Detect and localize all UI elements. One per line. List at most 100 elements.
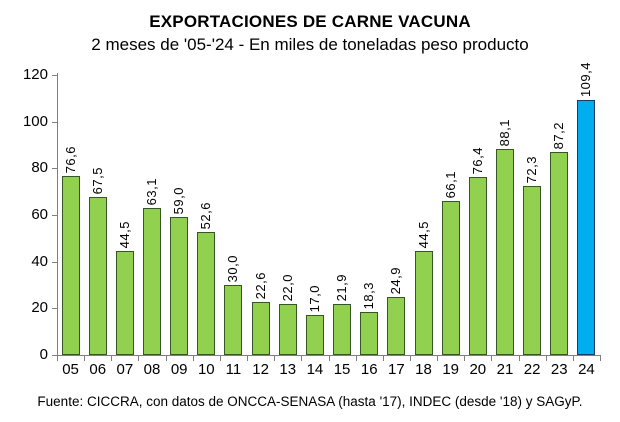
- x-tick-label: 13: [279, 361, 297, 378]
- chart-title: EXPORTACIONES DE CARNE VACUNA: [149, 12, 471, 31]
- x-tick-label: 16: [360, 361, 378, 378]
- x-tick: [355, 356, 357, 361]
- x-tick: [274, 356, 276, 361]
- bar: [523, 186, 542, 355]
- bar-value-label: 22,0: [279, 273, 295, 301]
- chart-subtitle: 2 meses de '05-'24 - En miles de tonelad…: [91, 35, 529, 54]
- x-tick: [138, 356, 140, 361]
- bar: [170, 217, 189, 355]
- bar: [577, 100, 596, 355]
- y-tick: [52, 215, 57, 216]
- x-tick-label: 20: [469, 361, 487, 378]
- x-tick: [247, 356, 249, 361]
- bar-value-label: 72,3: [524, 155, 540, 183]
- bar-value-label: 87,2: [551, 121, 567, 149]
- x-axis-line: [57, 355, 601, 356]
- y-tick: [52, 355, 57, 356]
- bar: [88, 197, 107, 355]
- bar-value-label: 44,5: [415, 220, 431, 248]
- bar-value-label: 22,6: [252, 271, 268, 299]
- bar-value-label: 21,9: [334, 273, 350, 301]
- bar-value-label: 63,1: [144, 177, 160, 205]
- bar-value-label: 18,3: [361, 281, 377, 309]
- x-tick: [111, 356, 113, 361]
- x-tick: [57, 356, 58, 361]
- x-tick-label: 08: [143, 361, 161, 378]
- x-tick: [84, 356, 86, 361]
- bar: [414, 251, 433, 355]
- bar: [251, 302, 270, 355]
- x-tick: [328, 356, 330, 361]
- bar: [143, 208, 162, 355]
- bar-value-label: 17,0: [306, 284, 322, 312]
- bar: [360, 312, 379, 355]
- x-tick-label: 21: [496, 361, 514, 378]
- bar-value-label: 52,6: [198, 201, 214, 229]
- x-tick: [165, 356, 167, 361]
- bar-value-label: 88,1: [496, 118, 512, 146]
- bar: [550, 152, 569, 355]
- y-tick-label: 100: [22, 112, 48, 130]
- y-tick: [52, 261, 57, 263]
- y-tick-label: 40: [31, 252, 48, 270]
- x-tick: [192, 356, 194, 361]
- bar-value-label: 44,5: [116, 220, 132, 248]
- y-tick-label: 120: [22, 66, 48, 83]
- x-tick: [464, 356, 466, 361]
- y-tick-label: 20: [31, 299, 48, 317]
- x-tick: [219, 356, 221, 361]
- bar: [61, 176, 80, 355]
- bar-value-label: 76,4: [469, 146, 485, 174]
- x-tick-label: 19: [442, 361, 459, 378]
- y-tick: [52, 168, 57, 170]
- y-tick-label: 0: [39, 346, 48, 363]
- bar: [197, 232, 216, 355]
- y-axis-line: [57, 73, 58, 356]
- bar: [441, 201, 460, 355]
- bar: [468, 177, 487, 355]
- bar: [115, 251, 134, 355]
- x-tick: [491, 356, 493, 361]
- x-tick: [572, 356, 574, 361]
- x-tick-label: 18: [415, 361, 432, 378]
- x-tick-label: 07: [116, 361, 134, 378]
- x-tick-label: 14: [306, 361, 324, 378]
- bar-value-label: 67,5: [89, 166, 105, 194]
- bar-value-label: 109,4: [578, 61, 594, 97]
- bar: [333, 304, 352, 355]
- x-tick-label: 06: [89, 361, 107, 378]
- x-tick-label: 12: [252, 361, 269, 378]
- source-note: Fuente: CICCRA, con datos de ONCCA-SENAS…: [37, 394, 583, 409]
- x-tick: [409, 356, 411, 361]
- bar-value-label: 76,6: [62, 145, 78, 173]
- x-tick-label: 09: [170, 361, 188, 378]
- y-tick: [52, 308, 57, 310]
- bar-value-label: 59,0: [171, 186, 187, 214]
- x-tick: [545, 356, 547, 361]
- x-tick-label: 05: [62, 361, 79, 378]
- bar-value-label: 30,0: [225, 254, 241, 282]
- bar-value-label: 66,1: [442, 170, 458, 198]
- bar: [224, 285, 243, 355]
- x-tick-label: 17: [388, 361, 405, 378]
- bar: [387, 297, 406, 355]
- x-tick-label: 10: [197, 361, 215, 378]
- x-tick-label: 15: [333, 361, 351, 378]
- bar: [305, 315, 324, 355]
- x-tick-label: 11: [225, 361, 242, 378]
- x-tick: [518, 356, 520, 361]
- x-tick-label: 22: [523, 361, 541, 378]
- bar-value-label: 24,9: [388, 266, 404, 294]
- x-tick-label: 23: [550, 361, 568, 378]
- x-tick-label: 24: [578, 361, 595, 378]
- bar: [495, 149, 514, 355]
- y-tick-label: 60: [31, 206, 48, 223]
- y-tick-label: 80: [31, 159, 48, 177]
- x-tick: [382, 356, 384, 361]
- bar: [278, 304, 297, 355]
- x-tick: [437, 356, 439, 361]
- x-tick: [600, 356, 601, 361]
- y-tick: [52, 121, 57, 123]
- x-tick: [301, 356, 303, 361]
